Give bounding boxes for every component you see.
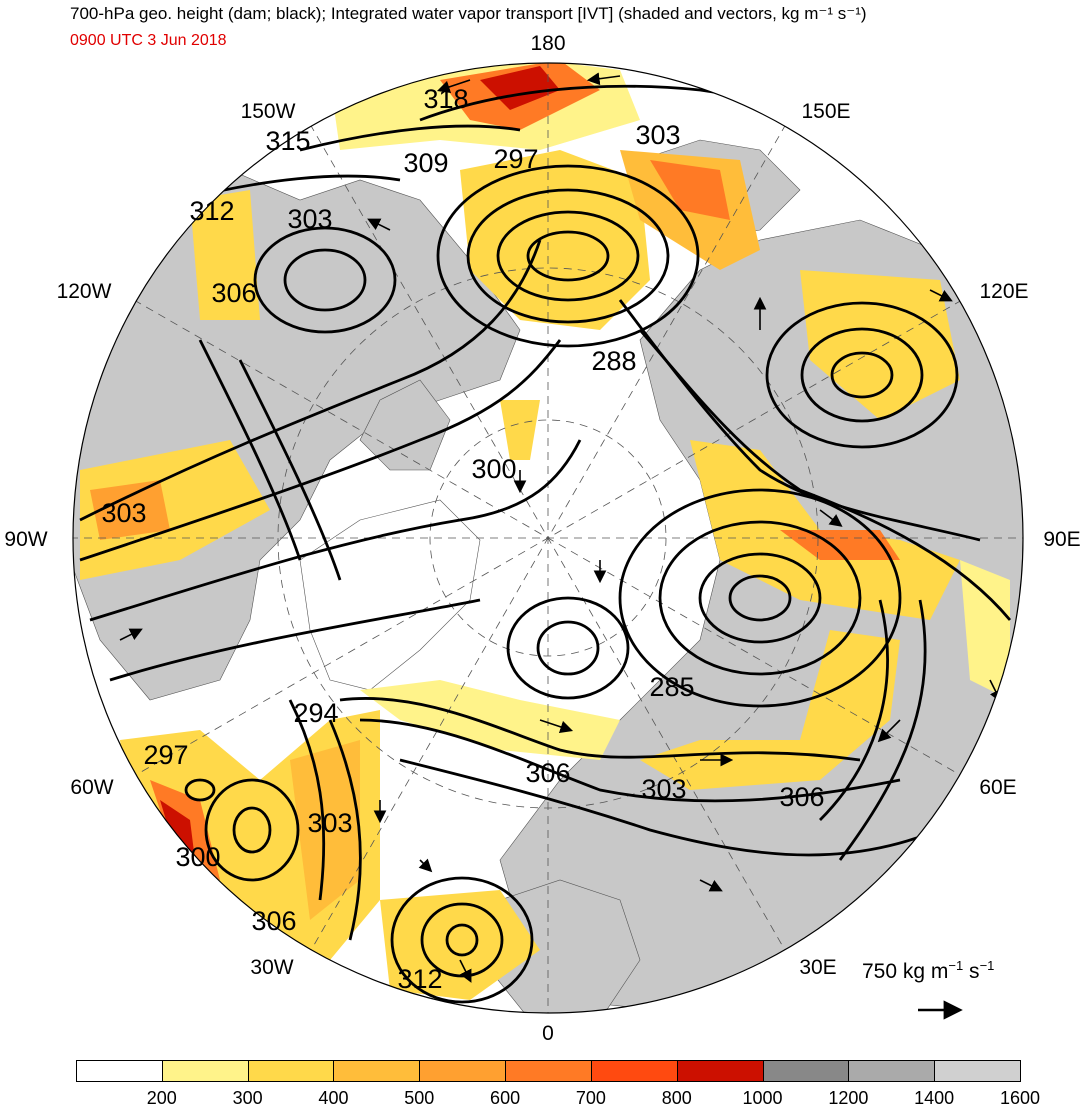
contour-label: 306 bbox=[211, 278, 256, 308]
lon-label-60w: 60W bbox=[70, 776, 113, 799]
colorbar-tick-label: 200 bbox=[146, 1088, 177, 1108]
contour-label: 309 bbox=[403, 148, 448, 178]
lon-label-180: 180 bbox=[530, 32, 565, 55]
height-contours bbox=[79, 84, 1012, 1004]
lon-label-150e: 150E bbox=[801, 100, 850, 123]
colorbar-tick-label: 1600 bbox=[999, 1088, 1041, 1108]
lon-label-60e: 60E bbox=[979, 776, 1016, 799]
contour-label: 303 bbox=[287, 204, 332, 234]
colorbar-box bbox=[590, 1060, 678, 1082]
colorbar-box bbox=[762, 1060, 850, 1082]
contour-label: 294 bbox=[293, 698, 338, 728]
ivt-vectors bbox=[119, 72, 1002, 983]
contour-label: 300 bbox=[175, 842, 220, 872]
contour-label: 300 bbox=[471, 454, 516, 484]
colorbar-tick-label: 1400 bbox=[914, 1088, 955, 1108]
colorbar-tick-label: 400 bbox=[318, 1088, 349, 1108]
contour-label: 312 bbox=[189, 196, 234, 226]
contour-label: 318 bbox=[423, 84, 468, 114]
colorbar-box bbox=[848, 1060, 936, 1082]
colorbar-box bbox=[505, 1060, 592, 1082]
contour-label: 285 bbox=[649, 672, 694, 702]
contour-label: 303 bbox=[101, 498, 146, 528]
map-date: 0900 UTC 3 Jun 2018 bbox=[70, 32, 227, 49]
lon-label-0: 0 bbox=[542, 1022, 554, 1045]
colorbar-box bbox=[419, 1060, 507, 1082]
lon-label-30e: 30E bbox=[799, 956, 836, 979]
contour-label: 306 bbox=[779, 782, 824, 812]
contour-label: 306 bbox=[525, 758, 570, 788]
colorbar-tick-label: 600 bbox=[490, 1088, 521, 1108]
colorbar-tick-label: 500 bbox=[404, 1088, 435, 1108]
contour-label: 297 bbox=[493, 144, 538, 174]
colorbar-box bbox=[161, 1060, 249, 1082]
contour-label: 303 bbox=[635, 120, 680, 150]
colorbar-box bbox=[247, 1060, 335, 1082]
colorbar-box bbox=[76, 1060, 163, 1082]
lon-label-150w: 150W bbox=[241, 100, 296, 123]
lon-label-90w: 90W bbox=[4, 528, 47, 551]
land-greenland bbox=[299, 499, 481, 691]
contour-label: 306 bbox=[251, 906, 296, 936]
colorbar-tick-label: 300 bbox=[232, 1088, 263, 1108]
reference-vector-label: 750 kg m−1 s−1 bbox=[862, 958, 995, 983]
colorbar-box bbox=[934, 1060, 1021, 1082]
colorbar-box bbox=[676, 1060, 764, 1082]
contour-label: 297 bbox=[143, 740, 188, 770]
contour-label: 315 bbox=[265, 126, 310, 156]
lon-label-120e: 120E bbox=[979, 280, 1028, 303]
contour-labels: 318 315 309 297 303 312 303 306 288 300 … bbox=[101, 84, 824, 994]
ivt-colorbar bbox=[76, 1060, 1021, 1084]
colorbar-tick-label: 800 bbox=[661, 1088, 692, 1108]
lon-label-120w: 120W bbox=[57, 280, 112, 303]
contour-label: 288 bbox=[591, 346, 636, 376]
colorbar-tick-label: 1000 bbox=[742, 1088, 783, 1108]
lon-label-30w: 30W bbox=[250, 956, 293, 979]
map-title: 700-hPa geo. height (dam; black); Integr… bbox=[70, 4, 867, 23]
colorbar-tick-label: 700 bbox=[575, 1088, 606, 1108]
contour-label: 303 bbox=[641, 774, 686, 804]
lon-label-90e: 90E bbox=[1043, 528, 1080, 551]
contour-label: 312 bbox=[397, 964, 442, 994]
colorbar-box bbox=[333, 1060, 421, 1082]
colorbar-tick-label: 1200 bbox=[828, 1088, 869, 1108]
contour-label: 303 bbox=[307, 808, 352, 838]
map-boundary bbox=[72, 62, 1024, 1014]
